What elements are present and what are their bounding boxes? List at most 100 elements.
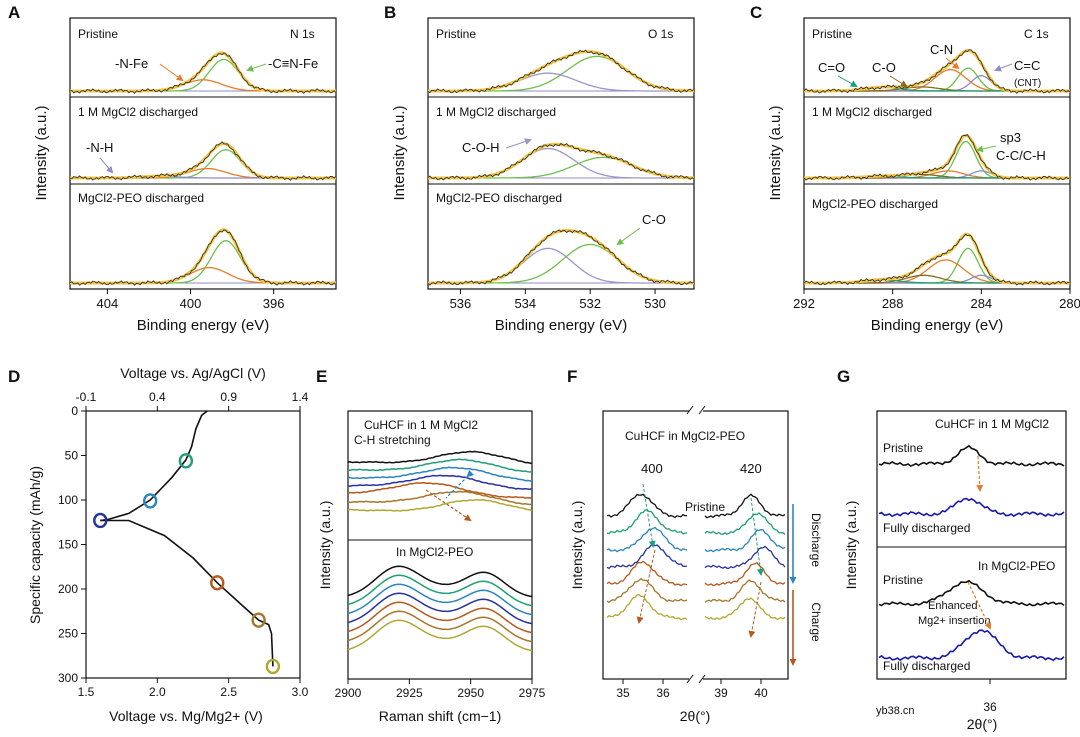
raman-spectrum-top [347, 466, 533, 483]
raman-spectrum-top [347, 490, 533, 506]
y-tick-label: 0 [71, 404, 78, 418]
annotation-arrow [945, 57, 960, 70]
annotation-sp3: sp3 [1000, 130, 1021, 145]
raman-spectrum-top [347, 482, 533, 500]
x-tick-label: 400 [180, 296, 202, 311]
discharge-label: Discharge [809, 513, 823, 567]
shift-arrow [445, 469, 475, 499]
panel-letter-e: E [316, 367, 327, 386]
watermark: yb38.cn [876, 705, 915, 717]
raw-spectrum [427, 229, 695, 286]
panel-letter-c: C [750, 3, 762, 22]
raman-spectrum-bottom [347, 619, 533, 652]
annotation-c-c-c-h: C-C/C-H [996, 148, 1046, 163]
xrd-pattern-right [704, 512, 786, 535]
panel-title: CuHCF in MgCl2-PEO [625, 429, 745, 443]
raman-spectrum-top [347, 458, 533, 473]
subpanel-label: 1 M MgCl2 discharged [78, 105, 198, 119]
plot-frame-e [347, 410, 533, 680]
x-axis-ticks: 536 534 532 530 [450, 289, 666, 311]
axis-ticks: 1.5 2.0 2.5 3.0 -0.1 0.4 0.9 1.4 0 50 100 150 200 250… [58, 390, 309, 699]
panel-title: CuHCF in 1 M MgCl2 [935, 417, 1049, 431]
xrd-pattern-left [606, 560, 688, 587]
annotation-c-o-h: C-O-H [462, 140, 500, 155]
subpanel-label: MgCl2-PEO discharged [436, 191, 562, 205]
panel-b: B Pristine O 1s 1 M MgCl2 discharged MgC… [384, 3, 695, 334]
raman-spectrum-bottom [347, 592, 533, 625]
discharge-curve [100, 519, 274, 667]
annotation-arrow [616, 227, 641, 246]
discharged-label: Fully discharged [883, 659, 970, 673]
annotation-n-h: -N-H [86, 140, 113, 155]
envelope-fit [70, 228, 336, 285]
pristine-label: Pristine [685, 500, 725, 514]
shift-arrow [636, 549, 656, 624]
pristine-label: Pristine [883, 441, 923, 455]
xrd-pattern-right [704, 493, 786, 519]
annotation-arrow [159, 63, 184, 82]
annotation-cnt: (CNT) [1014, 78, 1041, 89]
x-axis-ticks: 292 288 284 280 [793, 289, 1080, 311]
enhanced-label: Enhanced [928, 600, 978, 612]
raman-spectrum-bottom [347, 610, 533, 643]
y-axis-label: Intensity (a.u.) [391, 105, 408, 200]
annotation-arrow [889, 75, 908, 88]
x-axis-label: Raman shift (cm−1) [379, 708, 502, 724]
corner-label: C 1s [1024, 27, 1049, 41]
y-axis-label: Intensity (a.u.) [767, 105, 784, 200]
panel-title: In MgCl2-PEO [396, 545, 473, 559]
x-tick-label: 532 [579, 296, 601, 311]
component-peak [428, 243, 694, 284]
discharged-label: Fully discharged [883, 521, 970, 535]
plot-frame-a [69, 17, 337, 290]
pristine-label: Pristine [883, 573, 923, 587]
state-marker [142, 493, 158, 509]
x-axis-ticks: 36 [983, 679, 997, 714]
raman-spectrum-bottom [347, 601, 533, 634]
y-axis-label: Intensity (a.u.) [33, 105, 50, 200]
annotation-arrow [976, 145, 997, 153]
raman-spectrum-top [347, 498, 533, 512]
raw-spectrum [803, 49, 1071, 94]
y-tick-label: 300 [58, 671, 78, 685]
y-tick-label: 100 [58, 493, 78, 507]
x-axis-ticks: 35 36 39 40 [616, 679, 768, 700]
x-axis-label: Voltage vs. Mg/Mg2+ (V) [109, 708, 263, 724]
y-axis-label: Specific capacity (mAh/g) [27, 466, 43, 624]
shift-arrow [425, 489, 472, 522]
x-axis-label: 2θ(°) [967, 716, 998, 732]
raw-spectrum [427, 49, 695, 94]
panel-title: In MgCl2-PEO [978, 559, 1055, 573]
xrd-trace [878, 629, 1065, 662]
envelope-fit [428, 50, 695, 93]
annotation-c-eq-o: C=O [818, 60, 845, 75]
charge-curve [100, 410, 208, 522]
raman-spectrum-top [347, 474, 533, 490]
x-tick-label: 530 [644, 296, 666, 311]
subpanel-label: Pristine [812, 27, 852, 41]
x-tick-label: 39 [714, 686, 728, 700]
panel-g: G CuHCF in 1 M MgCl2 Pristine Fully disc… [837, 367, 1067, 732]
xrd-pattern-left [606, 543, 688, 570]
envelope-fit [428, 228, 694, 285]
shift-arrow [750, 497, 764, 576]
shift-arrow [967, 581, 992, 630]
plot-frame-c [803, 17, 1071, 290]
shift-arrow [642, 483, 656, 548]
xrd-pattern-right [704, 579, 786, 603]
x-axis-ticks: 2900 2925 2950 2975 [335, 679, 546, 700]
raw-spectrum [69, 229, 337, 286]
x-axis-label: 2θ(°) [680, 708, 711, 724]
state-marker [93, 512, 108, 529]
state-marker [251, 612, 266, 628]
y-axis-label: Intensity (a.u.) [843, 501, 859, 590]
annotation-n-fe: -N-Fe [115, 56, 148, 71]
shift-arrow [976, 455, 984, 492]
subpanel-label: Pristine [436, 27, 476, 41]
raw-spectrum [803, 133, 1071, 181]
x-axis-ticks: 404 400 396 [97, 289, 285, 311]
state-marker [210, 575, 225, 591]
raw-spectrum [69, 141, 337, 181]
envelope-fit [804, 232, 1070, 285]
x-tick-label: 534 [514, 296, 536, 311]
